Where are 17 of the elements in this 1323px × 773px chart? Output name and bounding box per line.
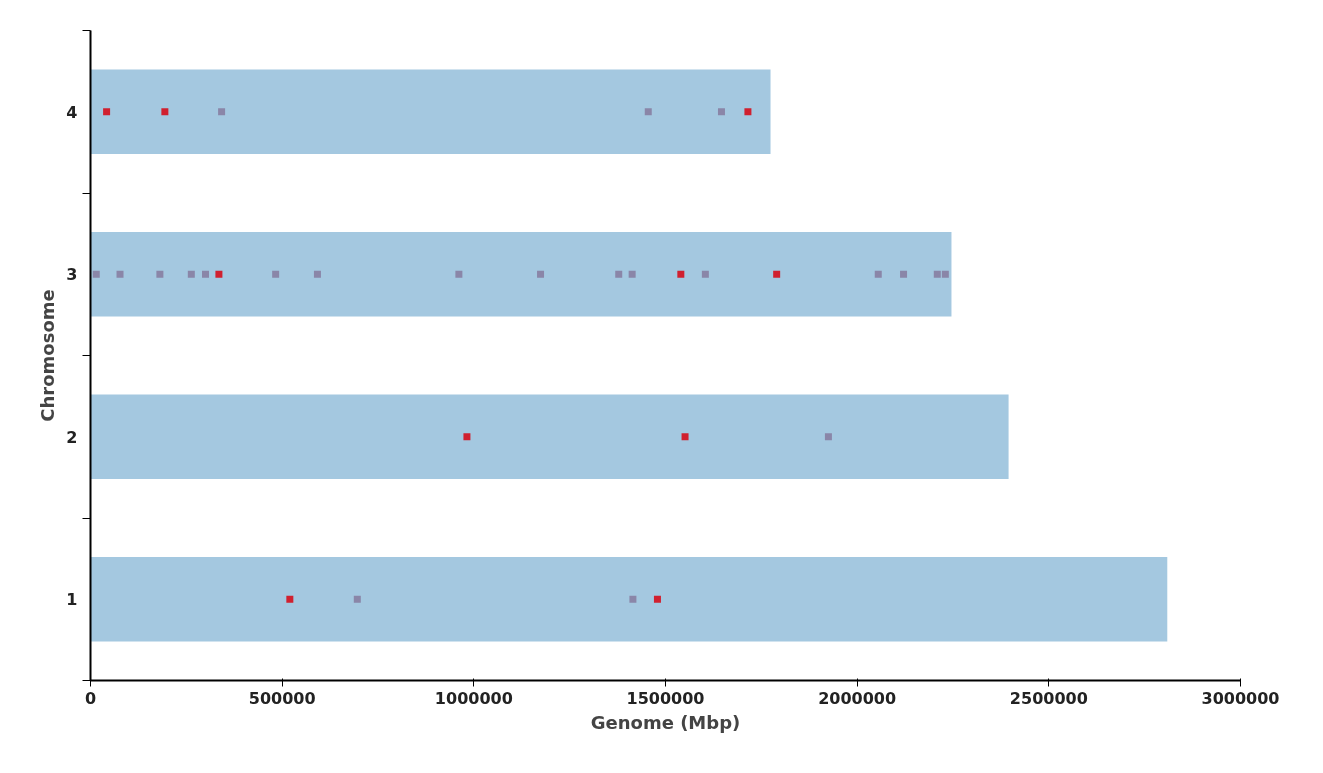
bar <box>90 69 771 154</box>
y-tick-label: 4 <box>66 102 78 122</box>
y-tick-label: 3 <box>66 265 78 285</box>
x-tick-label: 500000 <box>248 688 316 708</box>
x-tick-label: 1000000 <box>434 688 513 708</box>
x-tick-label: 2500000 <box>1009 688 1088 708</box>
x-tick-label: 0 <box>84 688 97 708</box>
bar <box>90 557 1168 642</box>
x-tick-label: 2000000 <box>818 688 897 708</box>
x-tick-label: 1500000 <box>626 688 705 708</box>
x-tick-label: 3000000 <box>1201 688 1280 708</box>
bar <box>90 394 1009 479</box>
bar <box>90 232 952 317</box>
y-axis-title: Chromosome <box>37 289 59 422</box>
x-axis-title: Genome (Mbp) <box>590 711 741 733</box>
y-tick-label: 2 <box>66 427 78 447</box>
y-tick-label: 1 <box>66 590 78 610</box>
